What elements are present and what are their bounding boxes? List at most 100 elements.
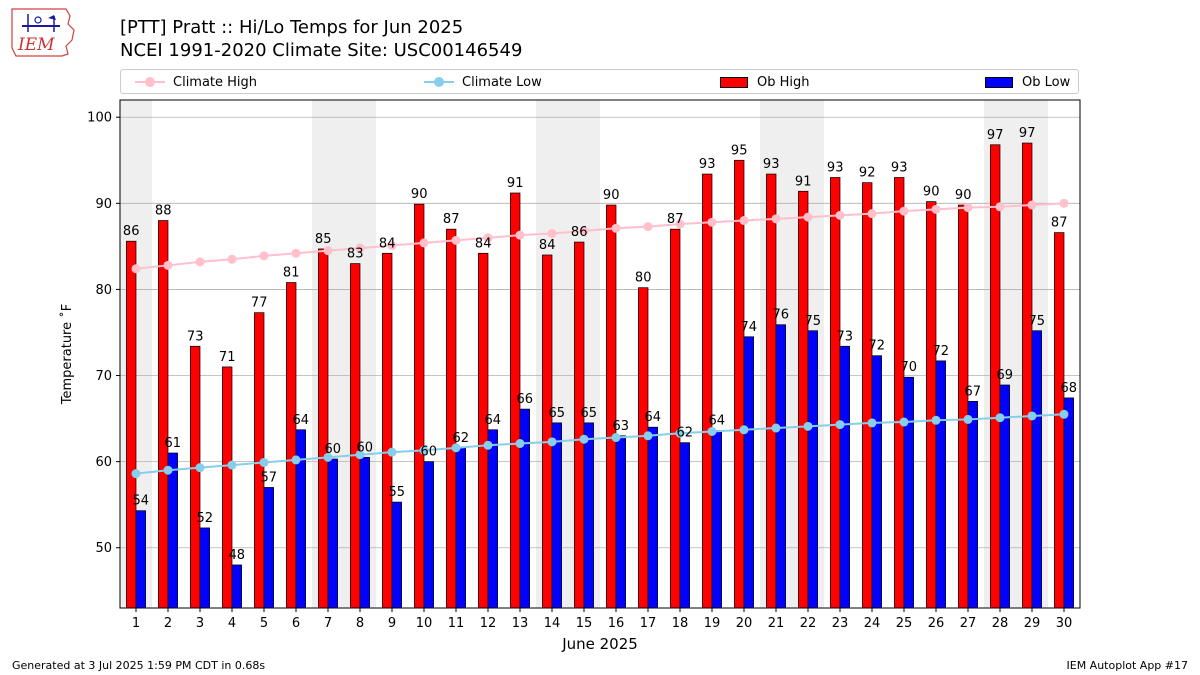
- ob-low-bar-label: 74: [741, 320, 758, 335]
- climate-low-line: [135, 413, 1065, 475]
- x-tick-label: 4: [228, 616, 236, 631]
- x-tick-label: 15: [576, 616, 593, 631]
- ob-high-bar-label: 83: [347, 247, 364, 262]
- x-tick-label: 28: [992, 616, 1009, 631]
- climate-low-point: [163, 465, 173, 475]
- climate-high-line: [135, 202, 1065, 270]
- x-tick-label: 19: [704, 616, 721, 631]
- ob-low-bar: [903, 376, 914, 609]
- logo-text: IEM: [17, 35, 55, 55]
- climate-high-point: [739, 216, 749, 226]
- ob-low-bar-label: 72: [933, 344, 950, 359]
- climate-high-point: [771, 214, 781, 224]
- y-tick-label: 70: [95, 369, 112, 384]
- x-tick-label: 27: [960, 616, 977, 631]
- ob-low-bar-label: 64: [709, 414, 726, 429]
- ob-low-bar: [583, 422, 594, 609]
- climate-high-point: [579, 226, 589, 236]
- legend-swatch-ob-high: [719, 75, 749, 89]
- ob-high-bar: [446, 228, 457, 609]
- ob-high-bar-label: 93: [827, 160, 844, 175]
- climate-high-point: [931, 204, 941, 214]
- x-tick-label: 25: [896, 616, 913, 631]
- ob-low-bar-label: 65: [549, 406, 566, 421]
- climate-high-point: [867, 209, 877, 219]
- ob-high-bar-label: 91: [507, 176, 524, 191]
- ob-high-bar: [574, 241, 585, 609]
- ob-low-bar: [615, 435, 626, 609]
- ob-high-bar-label: 84: [539, 238, 556, 253]
- ob-high-bar-label: 91: [795, 174, 812, 189]
- ob-low-bar: [551, 422, 562, 609]
- ob-low-bar-label: 60: [421, 445, 438, 460]
- climate-high-point: [899, 206, 909, 216]
- plot-frame: [119, 99, 1081, 609]
- ob-low-bar: [391, 501, 402, 609]
- legend-label: Ob High: [757, 74, 810, 90]
- ob-low-bar: [231, 564, 242, 609]
- climate-low-point: [195, 463, 205, 473]
- climate-low-point: [867, 418, 877, 428]
- legend-item-climate-low: Climate Low: [424, 73, 542, 91]
- x-tick-label: 10: [416, 616, 433, 631]
- ob-high-bar: [830, 177, 841, 609]
- ob-low-bar: [839, 345, 850, 609]
- ob-high-bar-label: 93: [699, 157, 716, 172]
- x-tick-label: 13: [512, 616, 529, 631]
- climate-low-point: [675, 428, 685, 438]
- x-tick-label: 5: [260, 616, 268, 631]
- ob-low-bar-label: 64: [293, 413, 310, 428]
- ob-low-bar-label: 75: [805, 314, 822, 329]
- ob-high-bar-label: 90: [923, 185, 940, 200]
- ob-low-bar: [423, 461, 434, 609]
- climate-high-point: [259, 251, 269, 261]
- ob-low-bar-label: 62: [453, 431, 470, 446]
- ob-high-bar-label: 90: [603, 188, 620, 203]
- ob-high-bar: [958, 204, 969, 609]
- x-tick-label: 16: [608, 616, 625, 631]
- climate-high-point: [355, 243, 365, 253]
- iem-logo: IEM: [11, 8, 75, 57]
- x-tick-label: 9: [388, 616, 396, 631]
- ob-low-bar: [1063, 397, 1074, 609]
- ob-high-bar: [478, 252, 489, 609]
- ob-high-bar-label: 95: [731, 143, 748, 158]
- climate-high-point: [419, 238, 429, 248]
- ob-low-bar-label: 76: [773, 308, 790, 323]
- climate-low-point: [227, 460, 237, 470]
- x-tick-label: 7: [324, 616, 332, 631]
- climate-high-point: [643, 222, 653, 232]
- bars: [126, 142, 1074, 609]
- ob-high-bar-label: 97: [1019, 126, 1036, 141]
- ob-low-bar: [871, 355, 882, 609]
- ob-high-bar: [222, 366, 233, 609]
- ob-low-bar-label: 52: [197, 511, 214, 526]
- ob-high-bar: [542, 254, 553, 609]
- ob-high-bar-label: 90: [955, 188, 972, 203]
- ob-high-bar-label: 86: [123, 224, 140, 239]
- ob-high-bar-label: 93: [891, 160, 908, 175]
- ob-high-bar-label: 97: [987, 128, 1004, 143]
- climate-low-point: [1027, 411, 1037, 421]
- climate-high-point: [707, 217, 717, 227]
- climate-low-point: [131, 469, 141, 479]
- ob-low-bar-label: 65: [581, 406, 598, 421]
- legend-swatch-ob-low: [984, 75, 1014, 89]
- ob-low-bar-label: 57: [261, 470, 278, 485]
- ob-low-bar-label: 72: [869, 339, 886, 354]
- legend-label: Climate High: [173, 74, 258, 90]
- x-tick-label: 29: [1024, 616, 1041, 631]
- climate-low-point: [899, 417, 909, 427]
- ob-low-bar-label: 62: [677, 426, 694, 441]
- ob-low-bar-label: 75: [1029, 314, 1046, 329]
- ob-high-bar: [382, 252, 393, 609]
- ob-high-bar-label: 84: [475, 236, 492, 251]
- climate-high-point: [387, 241, 397, 251]
- ob-high-bar-label: 87: [1051, 216, 1068, 231]
- ob-high-bar: [190, 345, 201, 609]
- x-axis-title: June 2025: [561, 635, 638, 653]
- ob-high-bar: [126, 240, 137, 609]
- climate-low-point: [483, 440, 493, 450]
